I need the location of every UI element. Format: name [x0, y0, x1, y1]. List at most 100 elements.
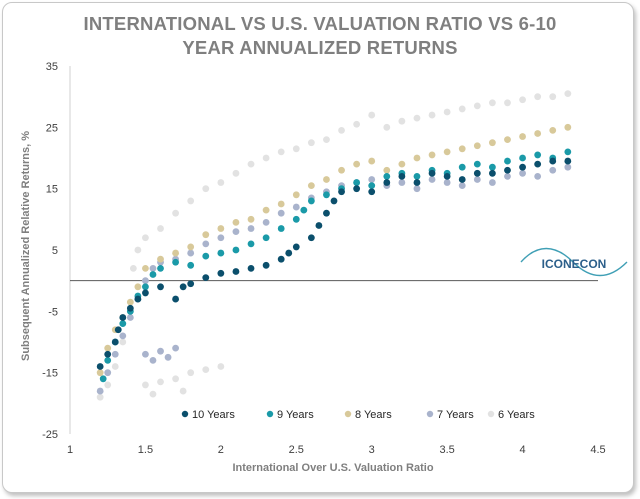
data-point: [96, 387, 104, 395]
data-point: [292, 191, 300, 199]
data-point: [413, 114, 421, 122]
data-point: [330, 197, 338, 205]
data-point: [126, 314, 134, 321]
data-point: [277, 209, 285, 217]
data-point: [534, 130, 542, 137]
data-point: [232, 246, 240, 254]
data-point: [549, 166, 557, 174]
data-point: [142, 381, 149, 389]
data-point: [129, 265, 137, 272]
data-point: [172, 258, 180, 266]
legend-label: 9 Years: [277, 409, 314, 421]
x-tick-label: 1.5: [138, 444, 153, 456]
data-point: [458, 105, 466, 113]
data-point: [473, 102, 481, 110]
chart-title-line-1: INTERNATIONAL VS U.S. VALUATION RATIO VS…: [83, 13, 557, 34]
data-point: [323, 209, 330, 217]
data-point: [292, 203, 300, 211]
data-point: [149, 390, 157, 398]
data-point: [413, 179, 421, 186]
data-point: [504, 136, 511, 144]
data-point: [104, 381, 112, 389]
data-point: [142, 350, 149, 358]
data-point: [564, 148, 572, 156]
legend-marker: [344, 410, 352, 418]
data-point: [99, 375, 107, 383]
data-point: [247, 225, 255, 232]
data-point: [549, 126, 557, 134]
data-point: [564, 123, 572, 131]
data-point: [149, 271, 157, 278]
data-point: [534, 151, 542, 159]
data-point: [96, 369, 104, 377]
data-point: [534, 160, 542, 168]
axes: [69, 66, 598, 434]
x-tick-label: 3: [369, 444, 375, 456]
data-point: [179, 387, 187, 395]
data-point: [489, 169, 496, 177]
legend-label: 6 Years: [498, 409, 535, 421]
data-point: [187, 249, 195, 257]
data-point: [458, 176, 466, 183]
chart-title: INTERNATIONAL VS U.S. VALUATION RATIO VS…: [0, 12, 640, 60]
legend-item: 6 Years: [487, 409, 535, 421]
data-point: [519, 96, 526, 104]
legend-label: 7 Years: [437, 409, 474, 421]
data-point: [164, 353, 172, 361]
x-tick-labels: 1 1.5 2 2.5 3 3.5 4 4.5: [67, 444, 606, 456]
data-point: [114, 326, 122, 334]
series-8-years: [96, 123, 572, 377]
data-point: [202, 252, 210, 260]
legend: 10 Years 9 Years 8 Years 7 Years 6 Years: [181, 409, 535, 421]
data-point: [398, 160, 406, 168]
data-point: [519, 169, 526, 177]
data-point: [232, 169, 240, 177]
data-point: [489, 99, 496, 107]
svg-text:ICONECON: ICONECON: [542, 257, 607, 271]
data-point: [473, 160, 481, 168]
data-point: [473, 169, 481, 177]
data-point: [443, 173, 451, 180]
data-point: [383, 179, 391, 186]
data-point: [157, 225, 164, 232]
data-point: [564, 90, 572, 97]
data-point: [315, 222, 323, 229]
y-tick-label: 25: [46, 122, 58, 134]
data-point: [353, 120, 361, 128]
data-point: [157, 283, 164, 291]
y-tick-label: 15: [46, 184, 58, 196]
data-point: [353, 185, 361, 193]
data-point: [307, 182, 315, 190]
series-6-years: [96, 90, 572, 401]
data-point: [292, 215, 300, 223]
legend-item: 7 Years: [426, 409, 474, 421]
data-point: [504, 173, 511, 180]
data-point: [111, 338, 119, 346]
data-point: [96, 363, 104, 370]
data-point: [262, 219, 270, 226]
data-point: [504, 157, 511, 165]
data-point: [157, 347, 164, 355]
data-point: [443, 148, 451, 156]
data-point: [179, 283, 187, 291]
data-point: [564, 163, 572, 171]
data-point: [534, 173, 542, 180]
data-point: [119, 320, 127, 327]
data-point: [172, 344, 180, 352]
data-point: [187, 280, 195, 288]
data-point: [157, 255, 164, 263]
y-axis-label: Subsequent Annualized Relative Returns, …: [20, 131, 32, 361]
data-point: [119, 332, 127, 340]
chart-title-line-2: YEAR ANNUALIZED RETURNS: [182, 37, 458, 58]
data-point: [134, 283, 142, 291]
data-point: [142, 234, 149, 242]
data-point: [458, 163, 466, 171]
data-point: [383, 173, 391, 180]
data-point: [473, 142, 481, 150]
data-point: [104, 357, 112, 364]
data-point: [458, 182, 466, 190]
data-point: [443, 108, 451, 116]
data-point: [428, 169, 436, 177]
data-point: [187, 369, 195, 377]
